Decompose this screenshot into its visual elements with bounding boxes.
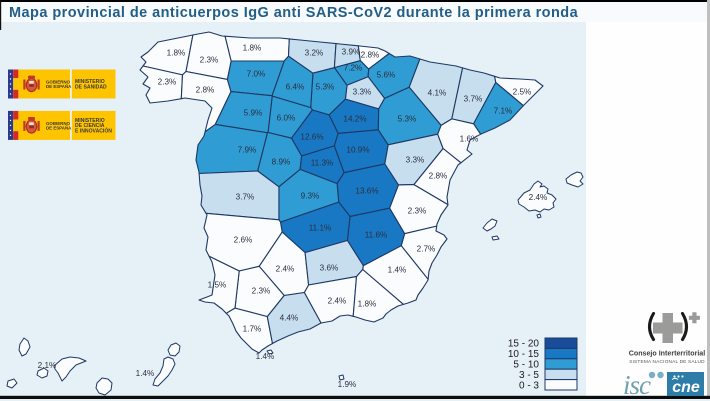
- svg-text:2.4%: 2.4%: [529, 193, 548, 202]
- svg-text:Mapa provincial de anticuerpos: Mapa provincial de anticuerpos IgG anti …: [9, 5, 579, 21]
- svg-text:7.9%: 7.9%: [238, 146, 257, 155]
- svg-text:10 - 15: 10 - 15: [508, 349, 540, 360]
- svg-text:2.3%: 2.3%: [158, 78, 177, 87]
- svg-text:3.7%: 3.7%: [236, 193, 255, 202]
- svg-text:1.9%: 1.9%: [338, 380, 357, 389]
- svg-text:4.1%: 4.1%: [428, 89, 447, 98]
- svg-text:5.3%: 5.3%: [398, 115, 417, 124]
- svg-text:E INNOVACIÓN: E INNOVACIÓN: [75, 126, 112, 134]
- svg-text:3.6%: 3.6%: [320, 264, 339, 273]
- svg-text:1.4%: 1.4%: [388, 266, 407, 275]
- svg-text:2.4%: 2.4%: [328, 297, 347, 306]
- svg-text:isc: isc: [623, 370, 651, 400]
- svg-text:2.6%: 2.6%: [234, 236, 253, 245]
- svg-text:5.9%: 5.9%: [244, 109, 263, 118]
- svg-text:3.3%: 3.3%: [406, 156, 425, 165]
- svg-text:2.3%: 2.3%: [200, 56, 219, 65]
- svg-text:2.5%: 2.5%: [513, 88, 532, 97]
- svg-text:1.4%: 1.4%: [136, 369, 155, 378]
- svg-text:9.3%: 9.3%: [301, 192, 320, 201]
- svg-text:5.3%: 5.3%: [316, 83, 335, 92]
- svg-text:10.9%: 10.9%: [346, 146, 369, 155]
- svg-text:11.6%: 11.6%: [365, 231, 388, 240]
- svg-text:2.8%: 2.8%: [361, 51, 380, 60]
- svg-text:2.7%: 2.7%: [417, 245, 436, 254]
- svg-text:6.0%: 6.0%: [277, 114, 296, 123]
- svg-text:14.2%: 14.2%: [343, 115, 366, 124]
- svg-text:2.8%: 2.8%: [196, 86, 215, 95]
- svg-text:2.4%: 2.4%: [276, 265, 295, 274]
- svg-text:2.1%: 2.1%: [38, 361, 57, 370]
- svg-text:11.3%: 11.3%: [311, 159, 334, 168]
- svg-text:GOBIERNO: GOBIERNO: [46, 80, 70, 85]
- svg-text:MINISTERIO: MINISTERIO: [75, 79, 105, 85]
- svg-text:1.8%: 1.8%: [358, 300, 377, 309]
- svg-text:15 - 20: 15 - 20: [508, 339, 540, 350]
- svg-text:1.8%: 1.8%: [243, 44, 262, 53]
- svg-text:0 - 3: 0 - 3: [519, 380, 539, 391]
- svg-text:GOBIERNO: GOBIERNO: [46, 121, 70, 126]
- svg-text:1.7%: 1.7%: [243, 325, 262, 334]
- svg-text:SISTEMA NACIONAL DE SALUD: SISTEMA NACIONAL DE SALUD: [629, 359, 705, 365]
- svg-text:3.2%: 3.2%: [305, 49, 324, 58]
- svg-text:13.6%: 13.6%: [355, 187, 378, 196]
- svg-text:3 - 5: 3 - 5: [519, 370, 539, 381]
- svg-text:DE CIENCIA: DE CIENCIA: [75, 123, 105, 129]
- svg-text:5.6%: 5.6%: [377, 71, 396, 80]
- svg-text:1.5%: 1.5%: [208, 281, 227, 290]
- svg-text:DE ESPAÑA: DE ESPAÑA: [46, 84, 72, 89]
- svg-text:3.9%: 3.9%: [342, 48, 361, 57]
- svg-text:3.7%: 3.7%: [464, 95, 483, 104]
- svg-text:3.3%: 3.3%: [353, 88, 372, 97]
- svg-text:1.6%: 1.6%: [460, 135, 479, 144]
- svg-text:cne: cne: [672, 379, 700, 396]
- svg-text:8.9%: 8.9%: [272, 158, 291, 167]
- svg-text:5 - 10: 5 - 10: [513, 360, 539, 371]
- svg-text:1.8%: 1.8%: [167, 49, 186, 58]
- svg-text:DE ESPAÑA: DE ESPAÑA: [46, 126, 72, 131]
- svg-text:7.2%: 7.2%: [344, 64, 363, 73]
- svg-text:MINISTERIO: MINISTERIO: [75, 118, 105, 124]
- svg-text:11.1%: 11.1%: [309, 224, 332, 233]
- svg-text:12.6%: 12.6%: [300, 133, 323, 142]
- svg-text:2.8%: 2.8%: [429, 172, 448, 181]
- svg-text:4.4%: 4.4%: [280, 314, 299, 323]
- svg-text:DE SANIDAD: DE SANIDAD: [75, 84, 107, 90]
- svg-text:2.3%: 2.3%: [408, 207, 427, 216]
- svg-text:7.0%: 7.0%: [247, 70, 266, 79]
- svg-text:7.1%: 7.1%: [494, 107, 513, 116]
- svg-text:Consejo Interterritorial: Consejo Interterritorial: [629, 350, 705, 358]
- svg-text:1.4%: 1.4%: [256, 352, 275, 361]
- svg-text:6.4%: 6.4%: [286, 83, 305, 92]
- svg-text:2.3%: 2.3%: [252, 287, 271, 296]
